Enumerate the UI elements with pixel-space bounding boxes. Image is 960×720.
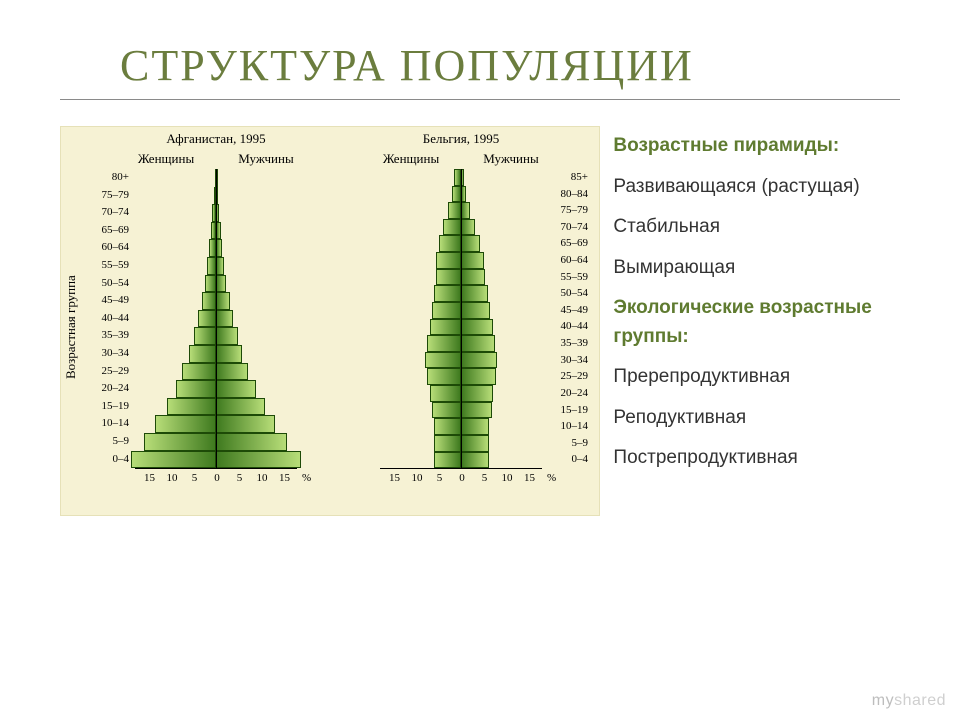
content-row: Возрастная группаАфганистан, 1995Женщины… bbox=[60, 126, 900, 516]
bar-female bbox=[448, 202, 462, 219]
x-tick-label: 5 bbox=[186, 472, 204, 484]
bar-male bbox=[461, 269, 485, 286]
heading-pyramid-types: Возрастные пирамиды: bbox=[613, 132, 900, 161]
bar-female bbox=[436, 252, 461, 269]
x-tick-label: 10 bbox=[498, 472, 516, 484]
group-prerepro: Пререпродуктивная bbox=[613, 363, 900, 392]
bar-female bbox=[430, 319, 462, 336]
x-tick-label: 15 bbox=[141, 472, 159, 484]
x-axis-line bbox=[135, 468, 297, 469]
x-tick-label: 10 bbox=[253, 472, 271, 484]
type-growing: Развивающаяся (растущая) bbox=[613, 173, 900, 202]
bar-female bbox=[436, 269, 461, 286]
x-axis-unit: % bbox=[547, 472, 556, 484]
x-tick-label: 5 bbox=[476, 472, 494, 484]
watermark: myshared bbox=[872, 692, 946, 710]
bar-male bbox=[461, 302, 490, 319]
population-pyramids-figure: Возрастная группаАфганистан, 1995Женщины… bbox=[60, 126, 600, 516]
pyramid-title: Афганистан, 1995 bbox=[116, 131, 316, 147]
x-tick-label: 0 bbox=[208, 472, 226, 484]
bar-female bbox=[434, 285, 461, 302]
bar-female bbox=[427, 368, 461, 385]
type-stable: Стабильная bbox=[613, 213, 900, 242]
bar-male bbox=[461, 285, 488, 302]
x-tick-label: 10 bbox=[408, 472, 426, 484]
bar-male bbox=[461, 368, 496, 385]
bar-female bbox=[425, 352, 461, 369]
bar-male bbox=[461, 235, 480, 252]
x-tick-label: 15 bbox=[521, 472, 539, 484]
bar-female bbox=[443, 219, 461, 236]
type-declining: Вымирающая bbox=[613, 254, 900, 283]
bar-female bbox=[434, 418, 461, 435]
center-axis bbox=[461, 169, 462, 468]
slide-title: СТРУКТУРА ПОПУЛЯЦИИ bbox=[120, 40, 900, 91]
slide: СТРУКТУРА ПОПУЛЯЦИИ Возрастная группаАфг… bbox=[0, 0, 960, 720]
gender-label-male: Мужчины bbox=[226, 151, 306, 167]
pyramid-title: Бельгия, 1995 bbox=[361, 131, 561, 147]
side-text: Возрастные пирамиды: Развивающаяся (раст… bbox=[613, 126, 900, 516]
bar-female bbox=[439, 235, 462, 252]
bar-male bbox=[461, 452, 489, 469]
bar-male bbox=[461, 385, 493, 402]
bar-male bbox=[461, 252, 484, 269]
bar-male bbox=[461, 335, 495, 352]
bar-female bbox=[434, 452, 461, 469]
x-tick-label: 0 bbox=[453, 472, 471, 484]
bar-female bbox=[432, 402, 461, 419]
x-axis-unit: % bbox=[302, 472, 311, 484]
bar-female bbox=[434, 435, 461, 452]
bar-male bbox=[461, 402, 492, 419]
bar-female bbox=[427, 335, 461, 352]
x-axis-line bbox=[380, 468, 542, 469]
bar-male bbox=[461, 219, 475, 236]
x-tick-label: 10 bbox=[163, 472, 181, 484]
bar-male bbox=[461, 352, 497, 369]
gender-label-male: Мужчины bbox=[471, 151, 551, 167]
group-postrepro: Пострепродуктивная bbox=[613, 444, 900, 473]
title-rule bbox=[60, 99, 900, 100]
bar-male bbox=[461, 418, 489, 435]
x-tick-label: 15 bbox=[386, 472, 404, 484]
bar-female bbox=[432, 302, 461, 319]
bar-male bbox=[461, 202, 470, 219]
gender-label-female: Женщины bbox=[371, 151, 451, 167]
bar-female bbox=[430, 385, 462, 402]
bar-female bbox=[452, 186, 461, 203]
heading-eco-groups: Экологические возрастные группы: bbox=[613, 294, 900, 351]
group-repro: Реподуктивная bbox=[613, 404, 900, 433]
x-tick-label: 5 bbox=[231, 472, 249, 484]
x-tick-label: 15 bbox=[276, 472, 294, 484]
gender-label-female: Женщины bbox=[126, 151, 206, 167]
chart-zone: Возрастная группаАфганистан, 1995Женщины… bbox=[60, 126, 613, 516]
bar-male bbox=[461, 435, 489, 452]
bar-female bbox=[454, 169, 461, 186]
x-tick-label: 5 bbox=[431, 472, 449, 484]
bar-male bbox=[461, 319, 493, 336]
